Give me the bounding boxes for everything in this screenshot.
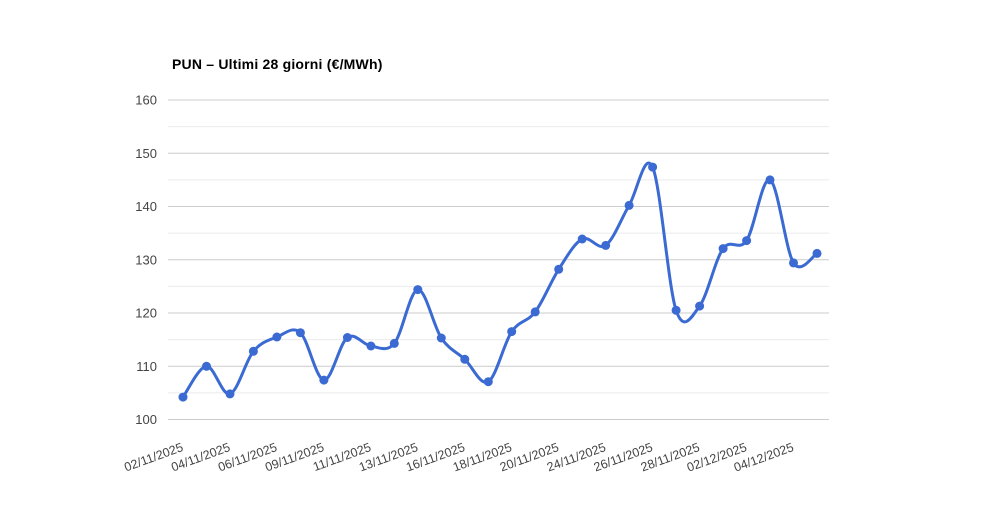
chart-title: PUN – Ultimi 28 giorni (€/MWh) [172, 56, 383, 72]
data-point[interactable] [202, 361, 211, 371]
series-line [181, 161, 819, 399]
data-point[interactable] [366, 341, 376, 351]
data-point[interactable] [248, 346, 258, 356]
data-point[interactable] [225, 389, 235, 399]
data-point[interactable] [319, 375, 329, 385]
x-axis-labels: 02/11/202504/11/202506/11/202509/11/2025… [122, 440, 795, 475]
gridlines-major [168, 99, 829, 420]
data-point[interactable] [342, 333, 352, 342]
y-tick-label: 120 [135, 306, 157, 321]
y-tick-label: 110 [136, 359, 157, 374]
data-point[interactable] [295, 328, 305, 338]
y-axis-labels: 100 110 120 130 140 150 160 [135, 93, 157, 428]
y-tick-label: 160 [135, 93, 157, 108]
data-point[interactable] [413, 285, 423, 295]
data-point[interactable] [483, 377, 493, 387]
data-point[interactable] [507, 327, 517, 337]
data-points [178, 162, 822, 402]
series-path [181, 161, 819, 399]
y-tick-label: 130 [135, 252, 157, 267]
data-point[interactable] [389, 338, 399, 348]
data-point[interactable] [812, 248, 822, 258]
data-point[interactable] [460, 354, 470, 364]
data-point[interactable] [624, 200, 634, 210]
y-tick-label: 150 [135, 146, 157, 161]
data-point[interactable] [789, 258, 798, 268]
data-point[interactable] [718, 244, 728, 254]
data-point[interactable] [601, 240, 611, 250]
y-tick-label: 140 [135, 199, 157, 214]
data-point[interactable] [577, 234, 587, 244]
gridlines-minor [168, 126, 829, 394]
data-point[interactable] [272, 332, 282, 342]
data-point[interactable] [436, 333, 446, 343]
data-point[interactable] [765, 175, 775, 185]
data-point[interactable] [178, 392, 188, 402]
y-tick-label: 100 [135, 412, 157, 427]
data-point[interactable] [671, 305, 681, 315]
data-point[interactable] [742, 236, 752, 246]
data-point[interactable] [554, 264, 564, 274]
data-point[interactable] [530, 307, 540, 317]
data-point[interactable] [695, 301, 705, 311]
data-point[interactable] [648, 162, 658, 172]
